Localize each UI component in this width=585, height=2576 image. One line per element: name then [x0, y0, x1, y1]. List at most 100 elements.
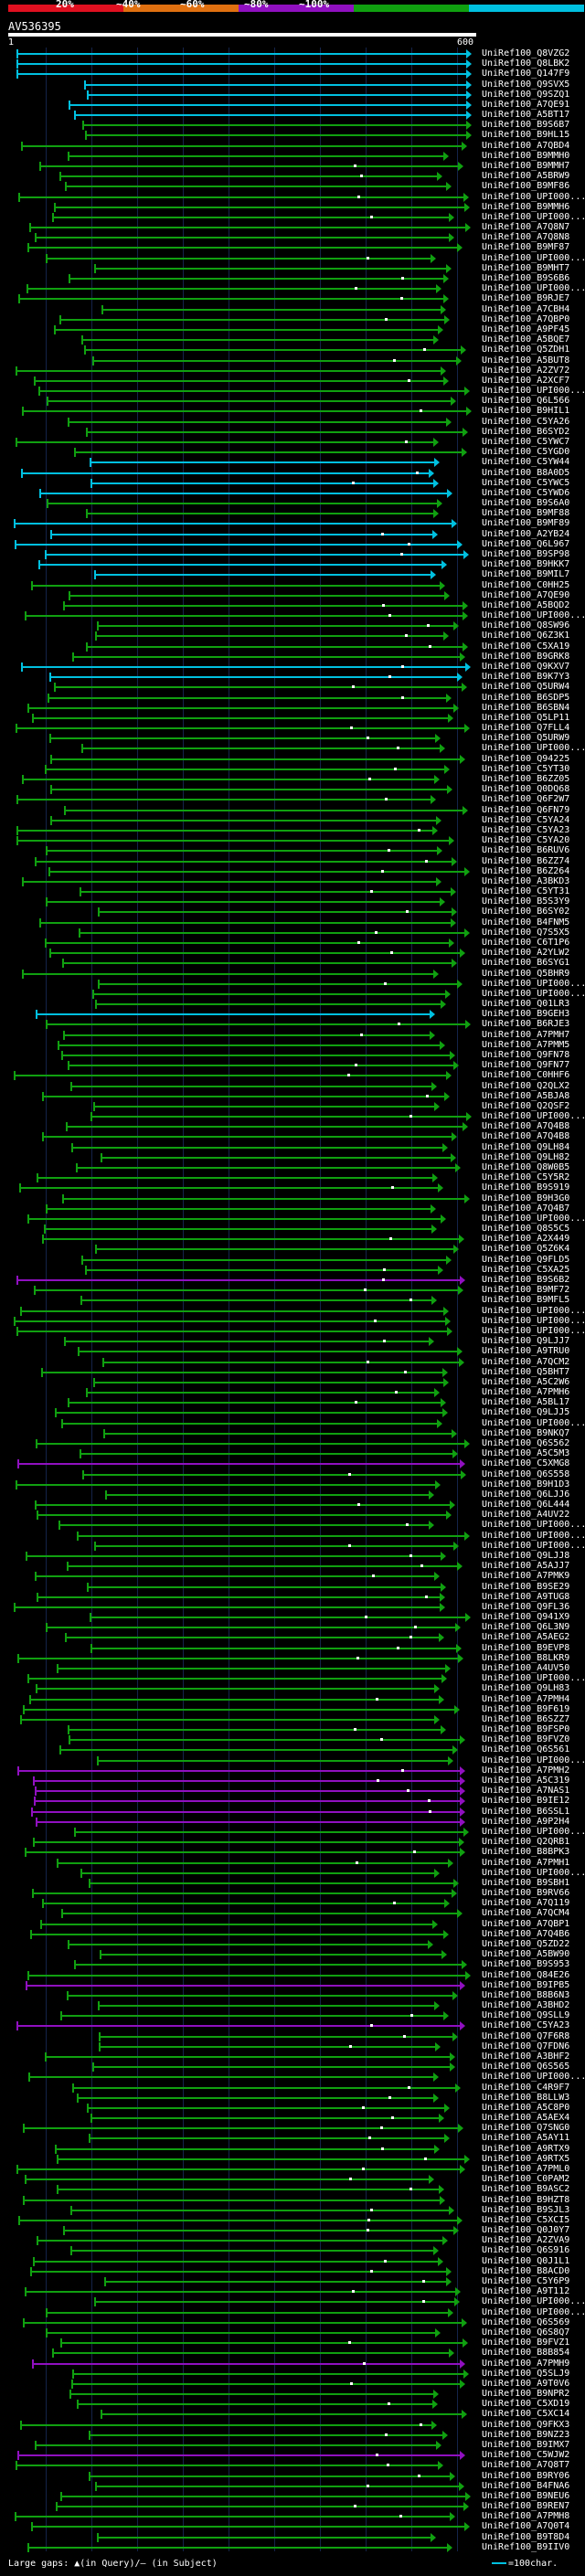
hit-label[interactable]: UniRef100_Q6S569 [482, 2316, 570, 2327]
hit-row[interactable]: UniRef100_C5YWC7 [0, 436, 585, 449]
hit-row[interactable]: UniRef100_B9GEH3 [0, 1008, 585, 1021]
hit-label[interactable]: UniRef100_C0HH25 [482, 579, 570, 590]
hit-label[interactable]: UniRef100_A5AJJ7 [482, 1561, 570, 1572]
hit-label[interactable]: UniRef100_A9T0V6 [482, 2378, 570, 2389]
hit-row[interactable]: UniRef100_B9SE29 [0, 1581, 585, 1594]
hit-label[interactable]: UniRef100_B9SE29 [482, 1581, 570, 1592]
hit-label[interactable]: UniRef100_Q8S5C5 [482, 1224, 570, 1235]
hit-label[interactable]: UniRef100_Q6S916 [482, 2245, 570, 2256]
hit-label[interactable]: UniRef100_A9TRU0 [482, 1346, 570, 1357]
hit-label[interactable]: UniRef100_UPI000... [482, 2296, 585, 2307]
hit-label[interactable]: UniRef100_Q6S565 [482, 2062, 570, 2072]
hit-label[interactable]: UniRef100_A7QBP1 [482, 1918, 570, 1929]
hit-row[interactable]: UniRef100_C5Y5R2 [0, 1171, 585, 1184]
hit-row[interactable]: UniRef100_Q6F2W7 [0, 793, 585, 806]
hit-label[interactable]: UniRef100_A2ZV72 [482, 365, 570, 376]
hit-row[interactable]: UniRef100_Q0J0Y7 [0, 2224, 585, 2237]
hit-row[interactable]: UniRef100_A9P2H4 [0, 1816, 585, 1829]
hit-label[interactable]: UniRef100_B6RUV6 [482, 845, 570, 856]
hit-label[interactable]: UniRef100_B9SJL3 [482, 2204, 570, 2215]
hit-row[interactable]: UniRef100_B9ASC2 [0, 2183, 585, 2196]
hit-row[interactable]: UniRef100_A5BUT8 [0, 355, 585, 367]
hit-label[interactable]: UniRef100_UPI000... [482, 1417, 585, 1428]
hit-row[interactable]: UniRef100_UPI000... [0, 988, 585, 1001]
hit-label[interactable]: UniRef100_A7Q0T4 [482, 2521, 570, 2532]
hit-label[interactable]: UniRef100_Q147F9 [482, 69, 570, 80]
hit-row[interactable]: UniRef100_A9T0V6 [0, 2378, 585, 2390]
hit-row[interactable]: UniRef100_Q9LH84 [0, 1141, 585, 1154]
hit-row[interactable]: UniRef100_B6SBN4 [0, 702, 585, 715]
hit-row[interactable]: UniRef100_B8A0D5 [0, 467, 585, 480]
hit-label[interactable]: UniRef100_B9T8D4 [482, 2531, 570, 2542]
hit-label[interactable]: UniRef100_B8LKR9 [482, 1652, 570, 1663]
hit-label[interactable]: UniRef100_C5Y6P9 [482, 2276, 570, 2287]
hit-label[interactable]: UniRef100_Q9FN77 [482, 1060, 570, 1071]
hit-row[interactable]: UniRef100_A7QBP0 [0, 313, 585, 326]
hit-label[interactable]: UniRef100_UPI000... [482, 1111, 585, 1122]
hit-row[interactable]: UniRef100_B9FVZ0 [0, 1733, 585, 1746]
hit-row[interactable]: UniRef100_Q2QLX2 [0, 1080, 585, 1093]
hit-label[interactable]: UniRef100_Q5SLJ9 [482, 2368, 570, 2379]
hit-label[interactable]: UniRef100_UPI000... [482, 211, 585, 222]
hit-label[interactable]: UniRef100_Q01LR3 [482, 999, 570, 1010]
hit-row[interactable]: UniRef100_Q8SW96 [0, 620, 585, 632]
hit-label[interactable]: UniRef100_A7Q4B8 [482, 1121, 570, 1132]
hit-row[interactable]: UniRef100_Q5URW9 [0, 732, 585, 745]
hit-label[interactable]: UniRef100_C5WJW2 [482, 2450, 570, 2461]
hit-row[interactable]: UniRef100_A9T112 [0, 2285, 585, 2298]
hit-row[interactable]: UniRef100_UPI000... [0, 610, 585, 622]
hit-row[interactable]: UniRef100_B6ZZ74 [0, 855, 585, 868]
hit-row[interactable]: UniRef100_B9MF87 [0, 241, 585, 254]
hit-row[interactable]: UniRef100_Q7FDN6 [0, 2041, 585, 2053]
hit-row[interactable]: UniRef100_Q8W0B5 [0, 1161, 585, 1174]
hit-label[interactable]: UniRef100_B9MF72 [482, 1285, 570, 1296]
hit-label[interactable]: UniRef100_Q9SZQ1 [482, 89, 570, 100]
hit-label[interactable]: UniRef100_Q9FN78 [482, 1050, 570, 1060]
hit-label[interactable]: UniRef100_B9FVZ1 [482, 2337, 570, 2348]
hit-label[interactable]: UniRef100_UPI000... [482, 1673, 585, 1684]
hit-row[interactable]: UniRef100_A7Q0T4 [0, 2520, 585, 2533]
hit-row[interactable]: UniRef100_Q7FLL4 [0, 722, 585, 735]
hit-label[interactable]: UniRef100_Q9LH83 [482, 1683, 570, 1694]
hit-label[interactable]: UniRef100_UPI000... [482, 283, 585, 294]
hit-row[interactable]: UniRef100_C0HH25 [0, 579, 585, 592]
hit-label[interactable]: UniRef100_A7CBH4 [482, 303, 570, 314]
hit-label[interactable]: UniRef100_Q6LJJ6 [482, 1489, 570, 1500]
hit-row[interactable]: UniRef100_B9REN7 [0, 2500, 585, 2513]
hit-label[interactable]: UniRef100_B8LLW3 [482, 2092, 570, 2103]
hit-row[interactable]: UniRef100_B6SZZ7 [0, 1713, 585, 1726]
hit-row[interactable]: UniRef100_B9S6B2 [0, 1274, 585, 1287]
hit-label[interactable]: UniRef100_Q2QSF2 [482, 1100, 570, 1111]
hit-row[interactable]: UniRef100_Q0J1L1 [0, 2255, 585, 2268]
hit-label[interactable]: UniRef100_A5C319 [482, 1776, 570, 1786]
hit-row[interactable]: UniRef100_Q8S5C5 [0, 1223, 585, 1235]
hit-label[interactable]: UniRef100_B6SYD2 [482, 426, 570, 437]
hit-label[interactable]: UniRef100_A7PMH9 [482, 2358, 570, 2369]
hit-row[interactable]: UniRef100_C5YA26 [0, 416, 585, 429]
hit-label[interactable]: UniRef100_UPI000... [482, 386, 585, 397]
hit-row[interactable]: UniRef100_Q147F9 [0, 68, 585, 80]
hit-row[interactable]: UniRef100_A9PF45 [0, 323, 585, 336]
hit-row[interactable]: UniRef100_B9MFL5 [0, 1294, 585, 1307]
hit-label[interactable]: UniRef100_Q6S8Q7 [482, 2327, 570, 2337]
hit-label[interactable]: UniRef100_A5BJA8 [482, 1090, 570, 1101]
hit-label[interactable]: UniRef100_C5YW44 [482, 457, 570, 468]
hit-label[interactable]: UniRef100_A7QCM2 [482, 1356, 570, 1367]
hit-row[interactable]: UniRef100_Q6Z3K1 [0, 630, 585, 642]
hit-label[interactable]: UniRef100_Q8LBK2 [482, 58, 570, 69]
hit-label[interactable]: UniRef100_B9HIL1 [482, 406, 570, 417]
hit-row[interactable]: UniRef100_A7Q119 [0, 1897, 585, 1910]
hit-label[interactable]: UniRef100_B9RJE7 [482, 293, 570, 304]
hit-row[interactable]: UniRef100_A7PMH6 [0, 1386, 585, 1399]
hit-row[interactable]: UniRef100_A7QBD4 [0, 140, 585, 153]
hit-label[interactable]: UniRef100_Q9FKX3 [482, 2419, 570, 2430]
hit-row[interactable]: UniRef100_C5XC14 [0, 2408, 585, 2421]
hit-row[interactable]: UniRef100_A4UV50 [0, 1662, 585, 1675]
hit-row[interactable]: UniRef100_A7PMH9 [0, 2358, 585, 2370]
hit-row[interactable]: UniRef100_Q2QRB1 [0, 1836, 585, 1849]
hit-label[interactable]: UniRef100_A4UV22 [482, 1510, 570, 1521]
hit-label[interactable]: UniRef100_Q6L444 [482, 1500, 570, 1511]
hit-label[interactable]: UniRef100_Q6Z3K1 [482, 631, 570, 641]
hit-label[interactable]: UniRef100_A7QE90 [482, 589, 570, 600]
hit-label[interactable]: UniRef100_A7QBP0 [482, 313, 570, 324]
